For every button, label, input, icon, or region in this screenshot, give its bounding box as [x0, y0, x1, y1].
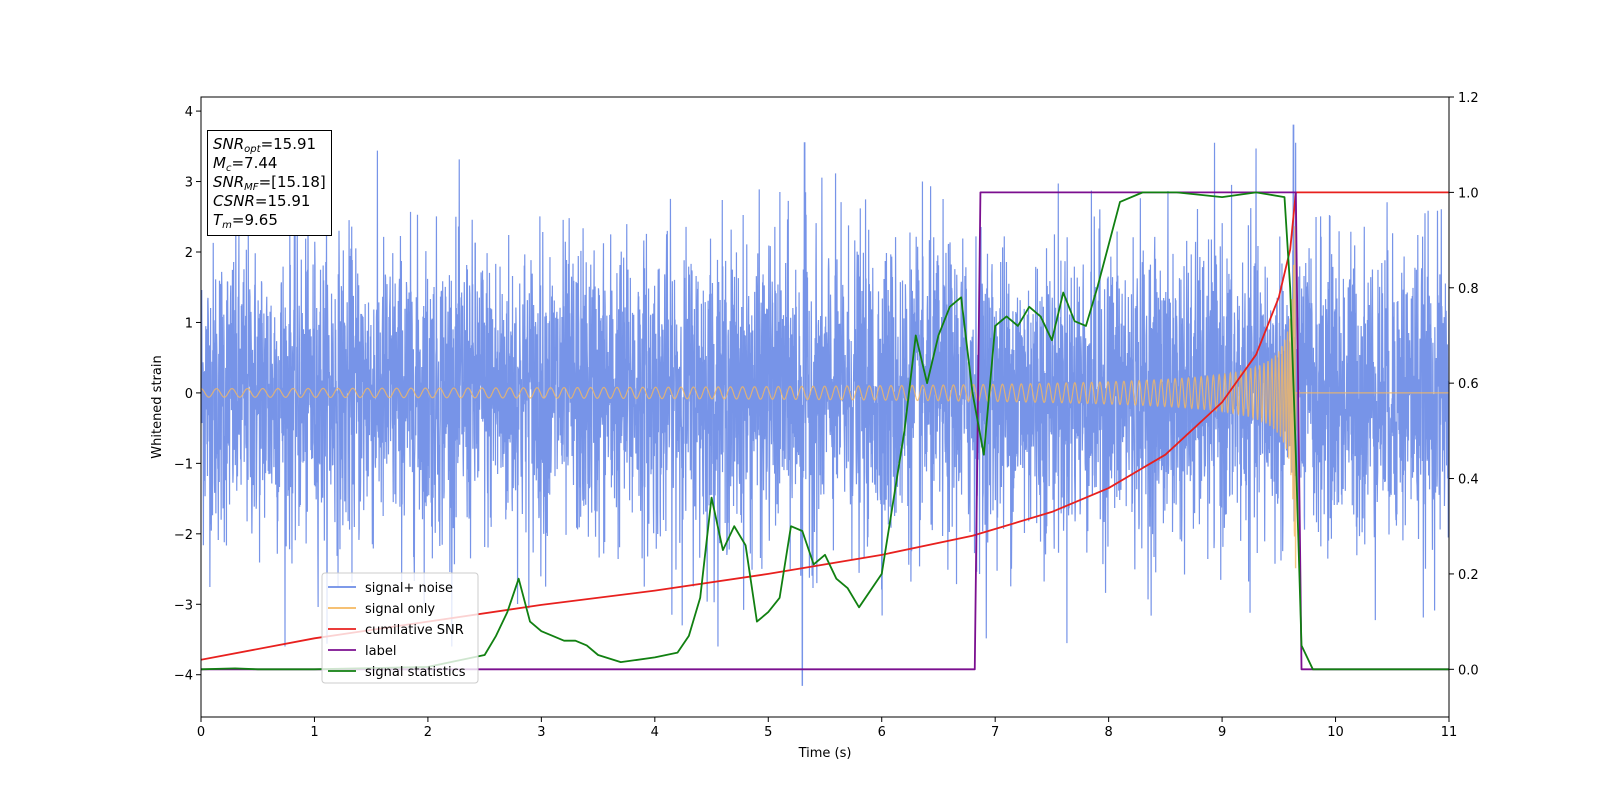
plot-frame [200, 96, 1450, 718]
x-tick-label: 7 [991, 725, 999, 740]
y-axis-left: −4 −3 −2 −1 0 1 2 3 4 [174, 105, 201, 684]
x-tick-label: 4 [651, 725, 659, 740]
series-signal-only [201, 226, 1449, 569]
legend: signal+ noise signal only cumilative SNR la… [321, 572, 479, 684]
series-cumulative-snr [201, 191, 1449, 661]
series-signal-noise [201, 124, 1449, 686]
snr-mf-value: =[15.18] [258, 173, 326, 191]
chirp-mass-value: =7.44 [231, 154, 278, 172]
csnr-symbol: CSNR [213, 192, 255, 210]
y2-tick-label: 0.0 [1458, 663, 1479, 678]
chirp-mass-subscript: c [225, 163, 232, 174]
series-layer [201, 124, 1449, 686]
y-tick-label: 4 [185, 105, 193, 120]
y-axis-label: Whitened strain [150, 355, 165, 458]
stats-annotation-box: SNRopt=15.91 Mc=7.44 SNRMF=[15.18] CSNR=… [207, 130, 332, 236]
y2-tick-label: 1.0 [1458, 186, 1479, 201]
y2-tick-label: 0.8 [1458, 282, 1479, 297]
snr-opt-value: =15.91 [260, 135, 317, 153]
snr-opt-subscript: opt [244, 144, 261, 155]
legend-frame [321, 572, 479, 684]
x-tick-label: 0 [197, 725, 205, 740]
x-tick-label: 11 [1441, 725, 1458, 740]
y-tick-label: 0 [185, 387, 193, 402]
y-tick-label: −3 [174, 598, 193, 613]
x-tick-label: 1 [310, 725, 318, 740]
x-tick-label: 5 [764, 725, 772, 740]
y2-tick-label: 0.6 [1458, 377, 1479, 392]
x-tick-label: 9 [1218, 725, 1226, 740]
legend-entry: signal+ noise [365, 581, 453, 596]
merger-time-symbol: T [213, 211, 223, 229]
series-signal-statistics [201, 191, 1449, 671]
y-tick-label: −1 [174, 457, 193, 472]
snr-mf-line: SNRMF=[15.18] [213, 173, 326, 193]
merger-time-value: =9.65 [231, 211, 278, 229]
y-tick-label: −4 [174, 669, 193, 684]
y-tick-label: 1 [185, 316, 193, 331]
legend-entry: label [365, 644, 396, 659]
csnr-value: =15.91 [254, 192, 311, 210]
y2-tick-label: 0.2 [1458, 568, 1479, 583]
x-tick-label: 10 [1327, 725, 1344, 740]
chirp-mass-symbol: M [213, 154, 226, 172]
x-tick-label: 8 [1104, 725, 1112, 740]
legend-entry: cumilative SNR [365, 623, 464, 638]
y-tick-label: 3 [185, 176, 193, 191]
x-tick-label: 2 [424, 725, 432, 740]
csnr-line: CSNR=15.91 [213, 192, 326, 211]
x-tick-label: 6 [878, 725, 886, 740]
y2-tick-label: 0.4 [1458, 473, 1479, 488]
y-tick-label: −2 [174, 528, 193, 543]
legend-entry: signal only [365, 602, 435, 617]
merger-time-line: Tm=9.65 [213, 211, 326, 231]
y-tick-label: 2 [185, 246, 193, 261]
y2-tick-label: 1.2 [1458, 91, 1479, 106]
snr-opt-symbol: SNR [213, 135, 245, 153]
legend-entry: signal statistics [365, 665, 466, 680]
merger-time-subscript: m [222, 220, 232, 231]
x-axis-label: Time (s) [798, 746, 852, 761]
y-axis-right: 0.0 0.2 0.4 0.6 0.8 1.0 1.2 [1449, 91, 1479, 678]
chirp-mass-line: Mc=7.44 [213, 154, 326, 174]
snr-opt-line: SNRopt=15.91 [213, 135, 326, 155]
snr-mf-symbol: SNR [213, 173, 245, 191]
snr-mf-subscript: MF [244, 182, 259, 193]
x-axis: 0 1 2 3 4 5 6 7 8 9 10 11 [197, 717, 1457, 740]
x-tick-label: 3 [537, 725, 545, 740]
